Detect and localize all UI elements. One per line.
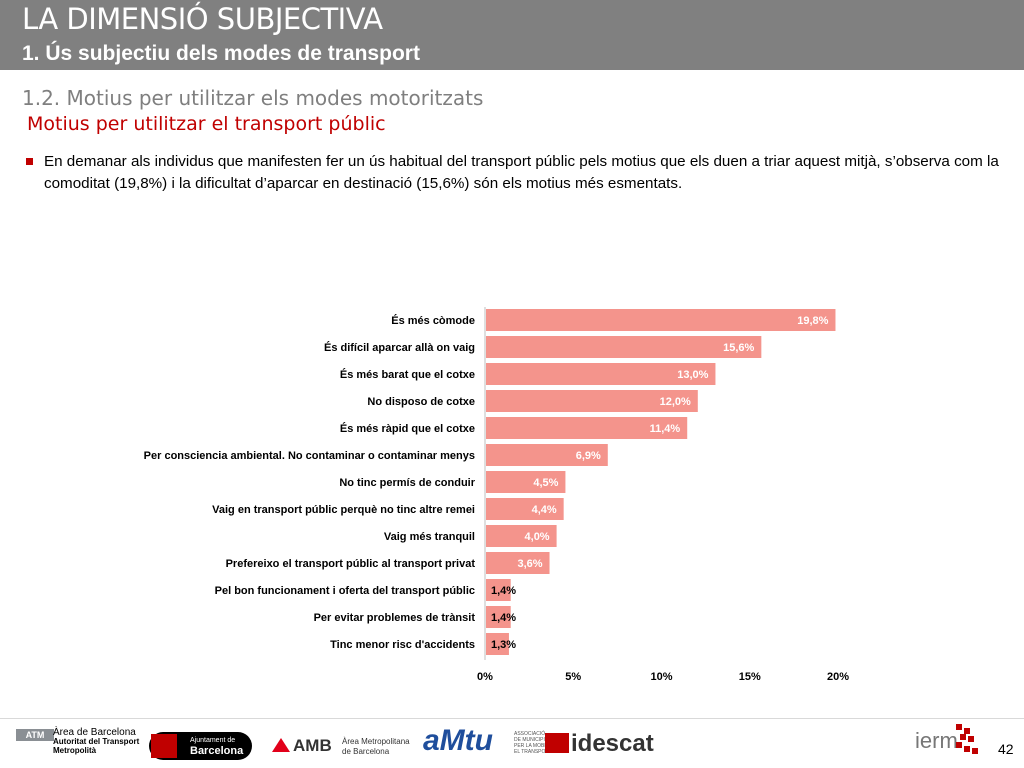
category-label-5: Per consciencia ambiental. No contaminar… (144, 450, 475, 462)
bar-1 (486, 336, 762, 358)
category-label-11: Per evitar problemes de trànsit (314, 612, 476, 624)
value-label-4: 11,4% (650, 423, 681, 435)
atm-line-1: Àrea de Barcelona (53, 727, 136, 738)
category-label-10: Pel bon funcionament i oferta del transp… (215, 585, 475, 597)
barcelona-shield-icon (151, 734, 177, 758)
bullet-paragraph: En demanar als individus que manifesten … (26, 151, 1016, 195)
bar-12 (486, 633, 509, 655)
amtu-line-3: PER LA MOBILITAT I (514, 743, 562, 749)
slide-title: LA DIMENSIÓ SUBJECTIVA (22, 2, 383, 36)
bar-6 (486, 471, 566, 493)
x-tick-label-2: 10% (650, 671, 672, 680)
value-label-5: 6,9% (576, 450, 601, 462)
bar-9 (486, 552, 550, 574)
value-label-8: 4,0% (525, 531, 550, 543)
bar-10 (486, 579, 511, 601)
value-label-6: 4,5% (533, 477, 558, 489)
bar-11 (486, 606, 511, 628)
amb-line-2: de Barcelona (342, 747, 390, 756)
category-label-9: Prefereixo el transport públic al transp… (226, 558, 476, 570)
bar-5 (486, 444, 608, 466)
category-label-12: Tinc menor risc d'accidents (330, 639, 475, 651)
slide-subtitle: 1. Ús subjectiu dels modes de transport (22, 42, 420, 65)
amtu-logo-text: ASSOCIACIÓ DE MUNICIPIS PER LA MOBILITAT… (514, 731, 567, 755)
value-label-0: 19,8% (797, 315, 828, 327)
bar-4 (486, 417, 688, 439)
category-label-2: És més barat que el cotxe (340, 368, 475, 381)
value-label-11: 1,4% (491, 612, 516, 624)
ajuntament-line-2: Barcelona (190, 745, 244, 757)
iermb-logo: ierm (915, 728, 958, 753)
idescat-logo: idescat (571, 730, 654, 757)
atm-line-2: Autoritat del Transport (53, 737, 140, 746)
category-label-6: No tinc permís de conduir (339, 477, 475, 489)
amb-chevron-icon (272, 738, 290, 752)
ajuntament-line-1: Ajuntament de (190, 737, 236, 744)
value-label-10: 1,4% (491, 585, 516, 597)
page-number: 42 (998, 741, 1014, 757)
transport-reasons-bar-chart: És més còmode 19,8% És difícil aparcar all… (144, 307, 849, 680)
amtu-line-1: ASSOCIACIÓ (514, 731, 546, 737)
x-tick-label-3: 15% (739, 671, 761, 680)
atm-line-3: Metropolità (53, 746, 97, 755)
subsection-heading: Motius per utilitzar el transport públic (27, 113, 386, 135)
category-label-8: Vaig més tranquil (384, 531, 475, 543)
x-tick-label-0: 0% (477, 671, 493, 680)
section-heading: 1.2. Motius per utilitzar els modes moto… (22, 86, 484, 110)
category-label-7: Vaig en transport públic perquè no tinc … (212, 504, 475, 516)
bullet-square-icon (26, 158, 33, 165)
value-label-12: 1,3% (491, 639, 516, 651)
bar-0 (486, 309, 836, 331)
amb-line-1: Àrea Metropolitana (342, 737, 410, 746)
value-label-7: 4,4% (532, 504, 557, 516)
category-label-3: No disposo de cotxe (367, 396, 475, 408)
value-label-1: 15,6% (723, 342, 754, 354)
x-tick-label-4: 20% (827, 671, 849, 680)
idescat-mark-icon (545, 733, 569, 753)
bar-8 (486, 525, 557, 547)
value-label-9: 3,6% (517, 558, 542, 570)
bar-3 (486, 390, 698, 412)
value-label-2: 13,0% (677, 369, 708, 381)
category-label-4: És més ràpid que el cotxe (340, 422, 475, 435)
bar-7 (486, 498, 564, 520)
category-label-1: És difícil aparcar allà on vaig (324, 341, 475, 354)
atm-logo-text: Àrea de Barcelona Autoritat del Transpor… (53, 727, 140, 756)
amb-logo-text: Àrea Metropolitana de Barcelona (342, 737, 410, 757)
iermb-pixel-icon (956, 724, 978, 754)
slide-header: LA DIMENSIÓ SUBJECTIVA 1. Ús subjectiu d… (0, 0, 1024, 70)
footer-divider (0, 718, 1024, 719)
amtu-line-2: DE MUNICIPIS (514, 737, 549, 743)
amtu-line-4: EL TRANSPORT URBÀ (514, 749, 568, 755)
bar-2 (486, 363, 716, 385)
atm-logo: ATM (16, 729, 54, 741)
amtu-logo: aMtu (423, 724, 493, 757)
value-label-3: 12,0% (660, 396, 691, 408)
category-label-0: És més còmode (391, 314, 475, 327)
x-tick-label-1: 5% (565, 671, 581, 680)
bullet-text: En demanar als individus que manifesten … (44, 153, 999, 192)
amb-logo: AMB (293, 736, 332, 755)
